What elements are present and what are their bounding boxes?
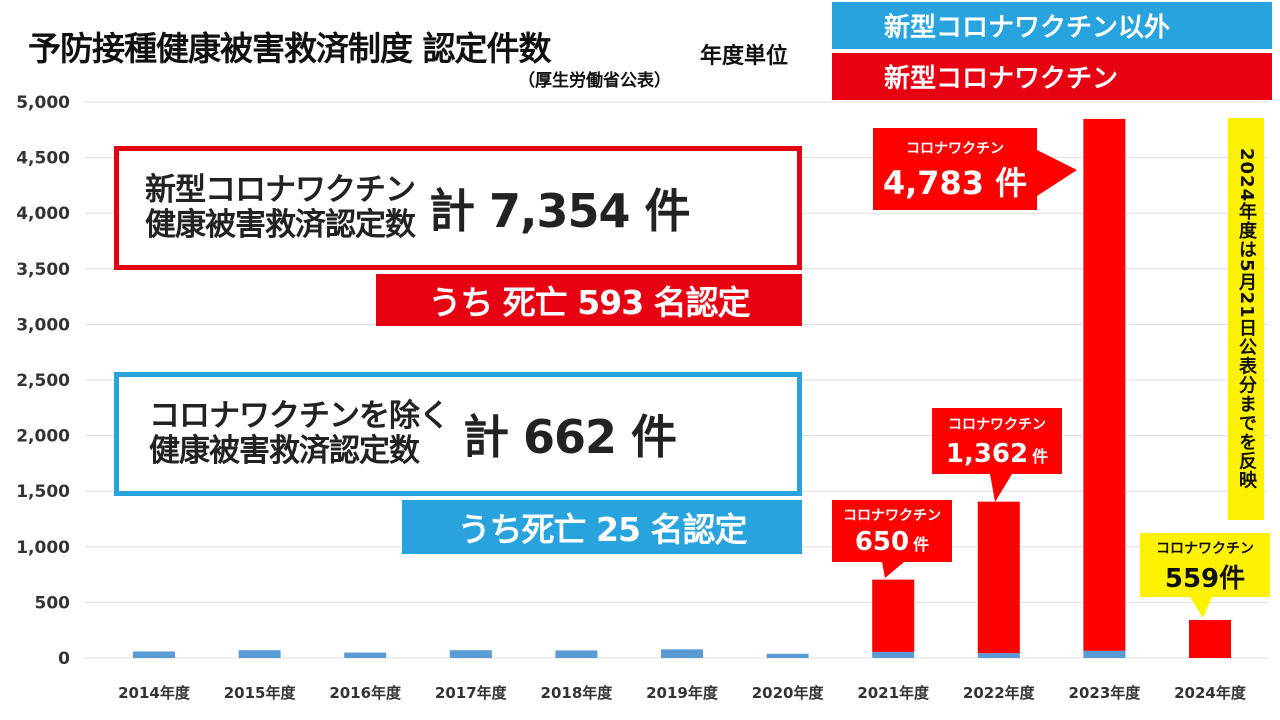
bar-other [555, 650, 598, 658]
bar-other [449, 650, 492, 658]
summary-other-death: うち死亡 25 名認定 [402, 500, 802, 554]
y-tick-label: 500 [35, 593, 71, 613]
callout-value: 1,362 件 [946, 439, 1048, 469]
y-tick-label: 4,000 [16, 204, 70, 224]
y-tick-label: 2,000 [16, 427, 70, 447]
legend-other-label: 新型コロナワクチン以外 [884, 13, 1171, 43]
y-tick-label: 1,000 [16, 538, 70, 558]
chart-title: 予防接種健康被害救済制度 認定件数 [28, 29, 551, 68]
summary-other-lines: コロナワクチンを除く 健康被害救済認定数 [149, 398, 450, 469]
y-axis-ticks: 0 500 1,000 1,500 2,000 2,500 3,000 3,500 4,000 4… [16, 93, 70, 669]
summary-other-total: 計 662 件 [463, 410, 677, 464]
x-tick-label: 2017年度 [435, 684, 508, 702]
chart-title-unit: 年度単位 [700, 44, 789, 69]
callout-pointer [882, 562, 904, 578]
y-tick-label: 5,000 [16, 93, 70, 113]
x-tick-label: 2014年度 [118, 684, 191, 702]
y-tick-label: 3,500 [16, 260, 70, 280]
summary-other-box: コロナワクチンを除く 健康被害救済認定数 計 662 件 [114, 372, 802, 496]
note-2024: 2024年度は5月21日公表分までを反映 [1228, 118, 1264, 520]
chart-subtitle: （厚生労働省公表） [518, 71, 671, 91]
x-tick-label: 2018年度 [541, 684, 614, 702]
callout-box [1140, 533, 1270, 597]
bar-other [238, 650, 281, 658]
summary-covid-line2: 健康被害救済認定数 [145, 207, 416, 243]
callout-label: コロナワクチン [948, 417, 1046, 433]
legend-other: 新型コロナワクチン以外 [832, 2, 1272, 49]
summary-other-line2: 健康被害救済認定数 [149, 433, 420, 469]
callout-label: コロナワクチン [1156, 541, 1254, 557]
callout-value: 4,783 件 [883, 164, 1027, 202]
callout-label: コロナワクチン [906, 141, 1004, 157]
bar-other [977, 653, 1020, 658]
x-tick-label: 2015年度 [224, 684, 297, 702]
summary-other-line1: コロナワクチンを除く [149, 398, 450, 435]
x-tick-label: 2021年度 [857, 684, 930, 702]
bar-other [133, 651, 175, 658]
callout-box [832, 500, 952, 562]
y-tick-label: 2,500 [16, 371, 70, 391]
y-tick-label: 1,500 [16, 482, 70, 502]
callout-label: コロナワクチン [843, 508, 941, 524]
y-tick-label: 0 [58, 649, 70, 669]
bar-covid [1189, 619, 1231, 658]
x-tick-label: 2019年度 [646, 684, 719, 702]
bars [133, 118, 1231, 658]
legend-covid: 新型コロナワクチン [832, 53, 1272, 100]
bar-other [661, 649, 703, 658]
bar-other [766, 653, 809, 658]
summary-covid-box: 新型コロナワクチン 健康被害救済認定数 計 7,354 件 [114, 146, 802, 270]
bar-other [344, 652, 387, 658]
x-tick-label: 2022年度 [963, 684, 1036, 702]
legend-covid-label: 新型コロナワクチン [884, 64, 1119, 94]
x-tick-label: 2016年度 [329, 684, 402, 702]
y-tick-label: 3,000 [16, 315, 70, 335]
callout-box [932, 408, 1062, 474]
callout-pointer [1190, 597, 1212, 618]
x-tick-label: 2024年度 [1174, 684, 1247, 702]
bar-covid [1083, 118, 1126, 651]
bar-other [872, 651, 915, 658]
y-tick-label: 4,500 [16, 149, 70, 169]
bar-other [1083, 650, 1126, 658]
summary-covid-line1: 新型コロナワクチン [145, 172, 416, 209]
callout-box [873, 128, 1037, 210]
summary-covid-death: うち 死亡 593 名認定 [376, 274, 802, 326]
callout-pointer [990, 474, 1012, 502]
callout-pointer [1037, 150, 1077, 196]
x-tick-label: 2020年度 [752, 684, 825, 702]
bar-covid [977, 501, 1020, 654]
summary-covid-total: 計 7,354 件 [429, 184, 691, 238]
callout-value: 650 件 [855, 527, 929, 557]
x-axis-ticks: 2014年度 2015年度 2016年度 2017年度 2018年度 2019年度 2020… [118, 684, 1247, 702]
summary-covid-lines: 新型コロナワクチン 健康被害救済認定数 [145, 172, 416, 243]
x-tick-label: 2023年度 [1069, 684, 1142, 702]
callout-value: 559件 [1165, 564, 1245, 594]
bar-covid [872, 579, 915, 652]
